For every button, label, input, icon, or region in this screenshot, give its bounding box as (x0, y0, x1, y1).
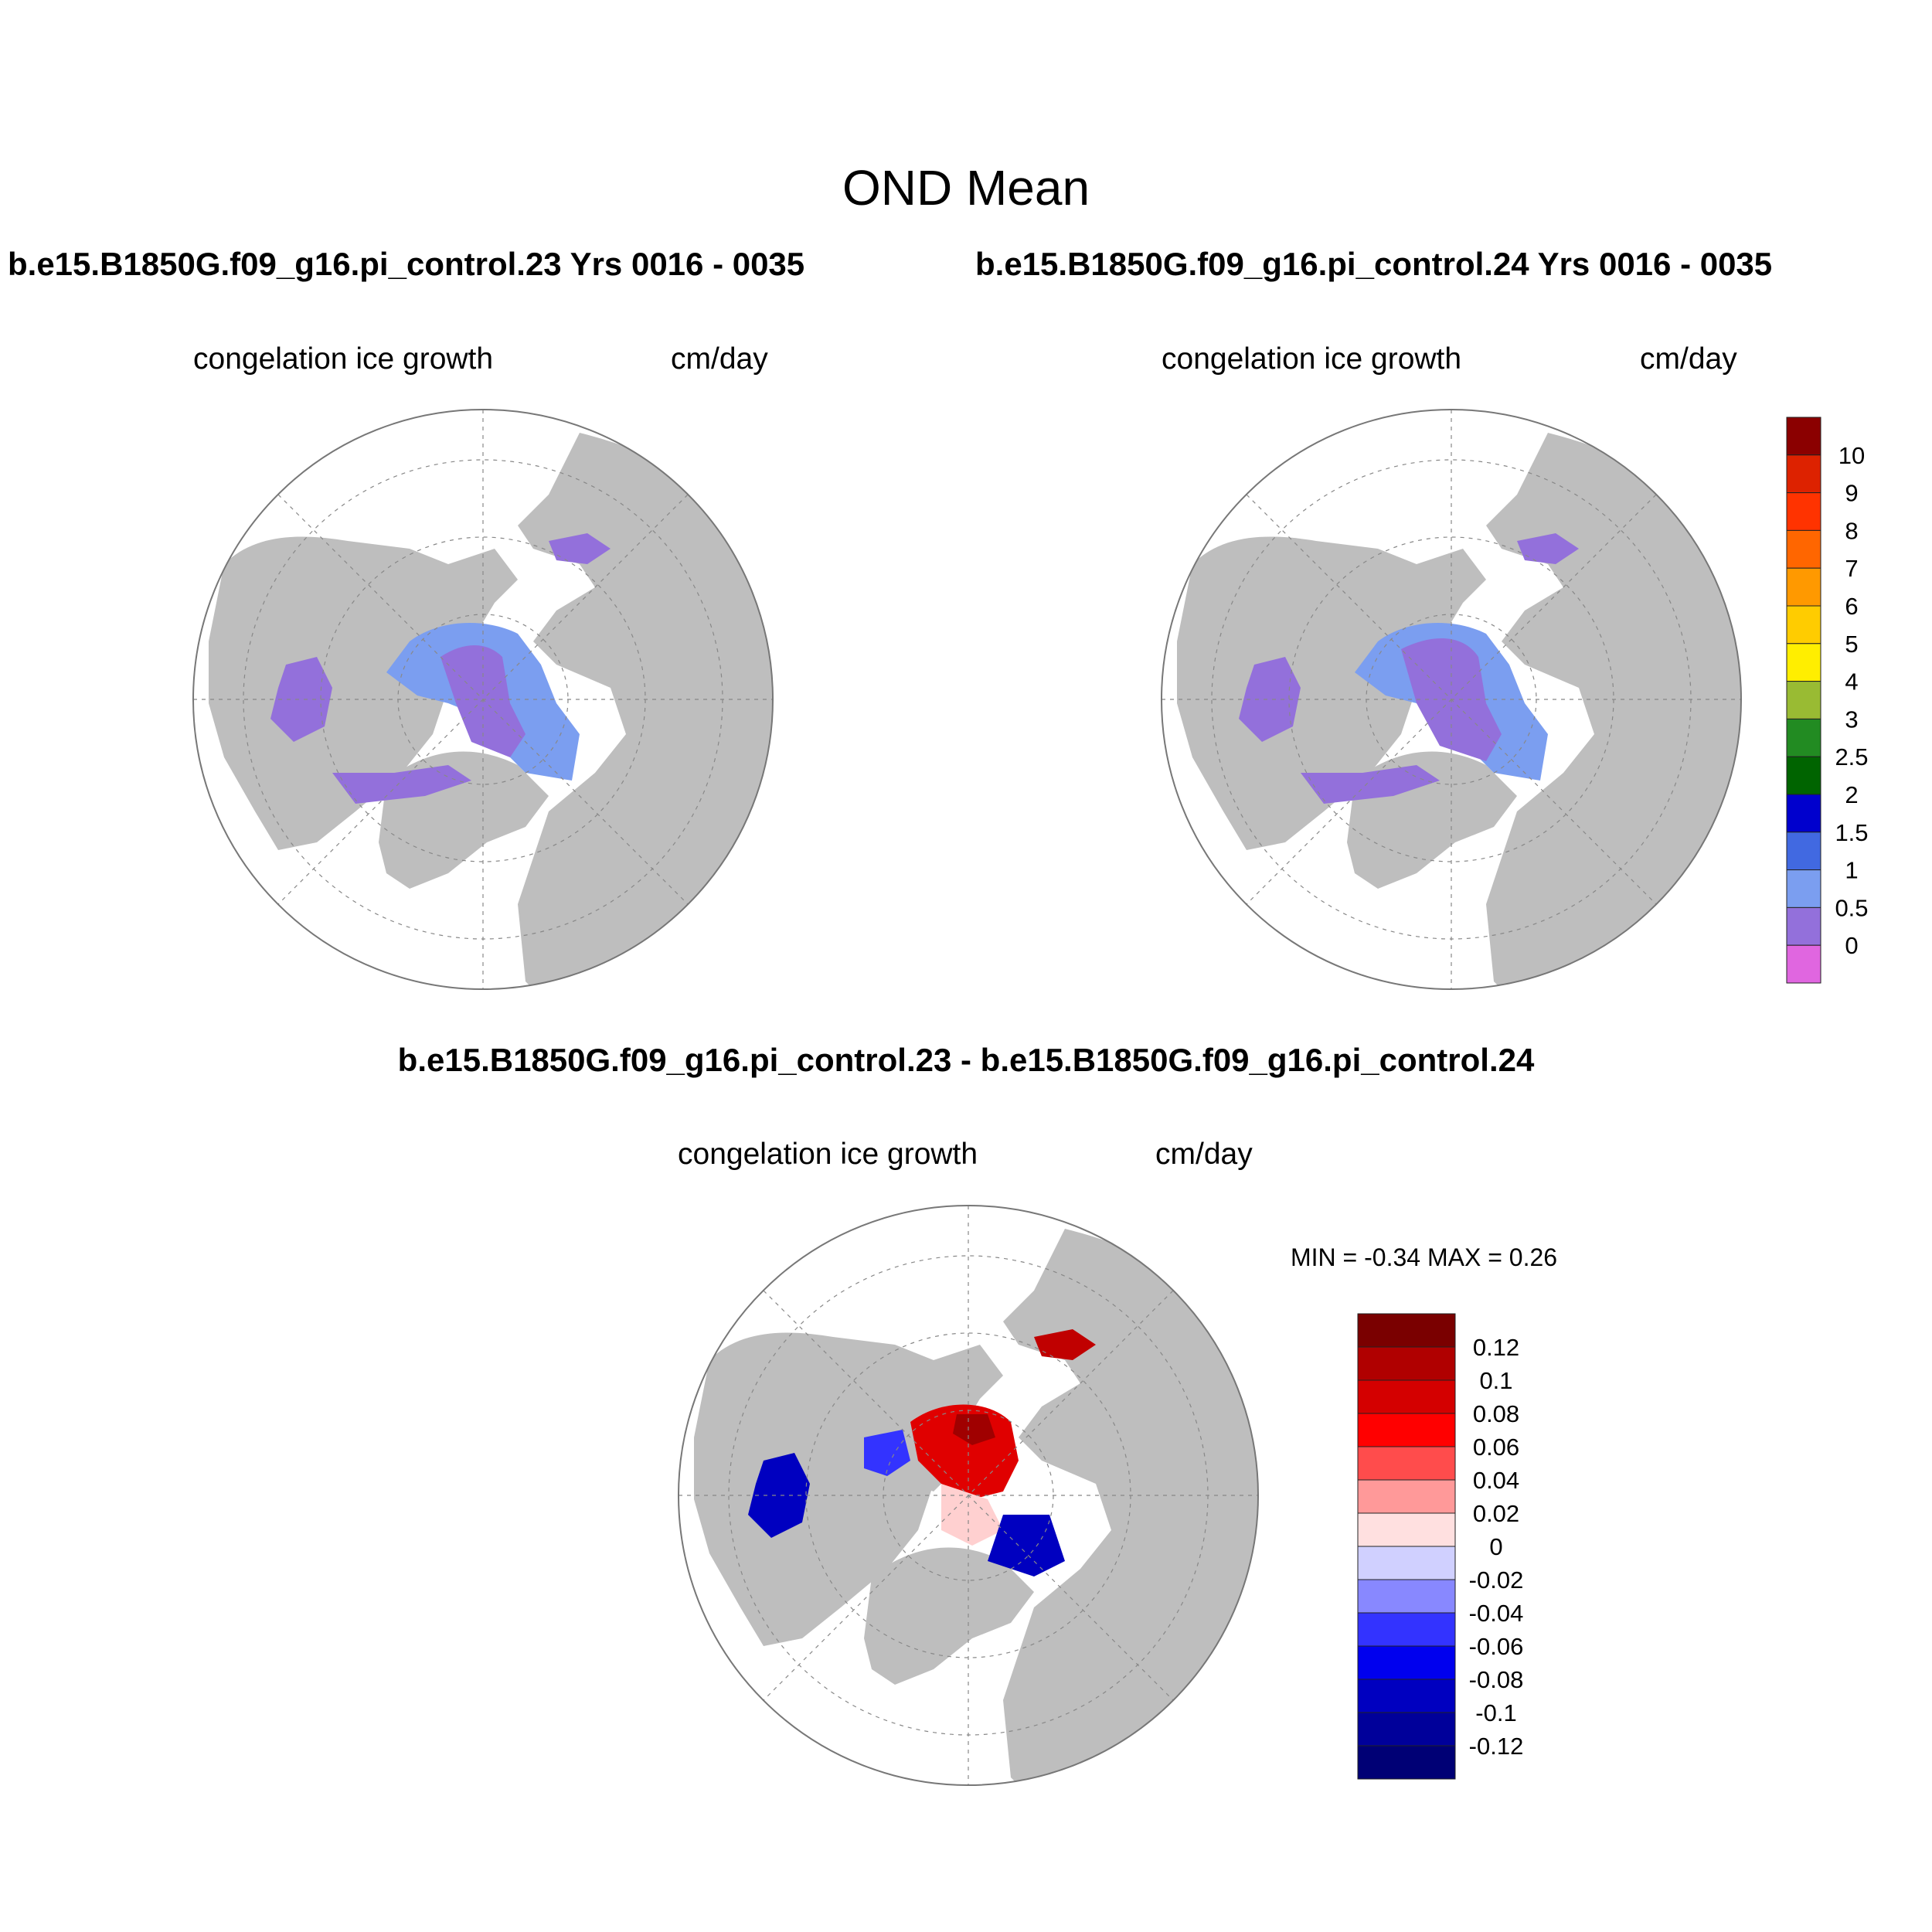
diff-negative-hudson (748, 1453, 810, 1538)
ice-growth-baffin (1301, 765, 1440, 804)
colorbar-abs-swatch (1786, 944, 1821, 984)
ice-growth-baffin (332, 765, 471, 804)
colorbar-abs-label: 0.5 (1835, 894, 1868, 921)
colorbar-diff-swatch (1357, 1546, 1456, 1580)
colorbar-abs-swatch (1786, 492, 1821, 531)
diff-title: b.e15.B1850G.f09_g16.pi_control.23 - b.e… (397, 1042, 1535, 1078)
colorbar-abs-swatch (1786, 417, 1821, 456)
colorbar-abs-swatch (1786, 794, 1821, 833)
colorbar-diff-swatch (1357, 1379, 1456, 1414)
colorbar-abs-swatch (1786, 454, 1821, 494)
map-boundary (1161, 409, 1742, 990)
colorbar-diff-label: 0.02 (1473, 1500, 1519, 1527)
graticule (193, 410, 773, 989)
diff-positive-okhotsk (1034, 1329, 1096, 1360)
colorbar-abs-swatch (1786, 906, 1821, 946)
panel2-units-label: cm/day (1640, 342, 1737, 376)
colorbar-abs-label: 10 (1838, 442, 1865, 469)
colorbar-diff-label: 0.04 (1473, 1467, 1519, 1494)
colorbar-diff-swatch (1357, 1413, 1456, 1447)
colorbar-abs-swatch (1786, 756, 1821, 795)
colorbar-diff-swatch (1357, 1612, 1456, 1647)
colorbar-abs-swatch (1786, 567, 1821, 607)
colorbar-abs-swatch (1786, 681, 1821, 719)
case-title-left: b.e15.B1850G.f09_g16.pi_control.23 Yrs 0… (8, 246, 805, 282)
colorbar-diff-label: 0.08 (1473, 1400, 1519, 1427)
colorbar-diff-label: 0.06 (1473, 1434, 1519, 1461)
colorbar-diff-swatch (1357, 1679, 1456, 1713)
colorbar-diff-label: -0.04 (1469, 1600, 1524, 1627)
colorbar-abs-swatch (1786, 605, 1821, 645)
map-boundary (678, 1205, 1259, 1786)
colorbar-abs-label: 5 (1845, 631, 1858, 658)
colorbar-diff-label: 0.12 (1473, 1334, 1519, 1361)
panel1-variable-label: congelation ice growth (193, 342, 494, 376)
ice-growth-okhotsk (1517, 533, 1579, 564)
colorbar-diff-swatch (1357, 1712, 1456, 1747)
colorbar-diff-label: -0.02 (1469, 1566, 1524, 1594)
colorbar-absolute: 10 9 8 7 6 5 4 3 2.5 2 1.5 1 0.5 0 (1786, 417, 1869, 984)
ice-growth-hudson-bay (270, 657, 332, 742)
colorbar-abs-swatch (1786, 643, 1821, 682)
graticule (679, 1206, 1258, 1785)
map-boundary (192, 409, 774, 990)
colorbar-diff-swatch (1357, 1745, 1456, 1780)
colorbar-abs-label: 3 (1845, 706, 1858, 733)
colorbar-diff-label: -0.12 (1469, 1733, 1524, 1760)
colorbar-abs-swatch (1786, 832, 1821, 871)
colorbar-diff-swatch (1357, 1645, 1456, 1680)
polar-map-case24 (1161, 409, 1742, 990)
colorbar-diff-swatch (1357, 1579, 1456, 1614)
colorbar-diff-label: -0.08 (1469, 1666, 1524, 1693)
colorbar-abs-label: 9 (1845, 480, 1858, 507)
colorbar-abs-label: 1 (1845, 857, 1858, 884)
colorbar-abs-label: 0 (1845, 932, 1858, 959)
colorbar-abs-swatch (1786, 718, 1821, 757)
ice-growth-okhotsk (549, 533, 611, 564)
colorbar-diff-label: 0.1 (1479, 1367, 1512, 1394)
colorbar-abs-label: 4 (1845, 668, 1858, 696)
colorbar-abs-swatch (1786, 869, 1821, 908)
diff-positive-core (953, 1414, 995, 1445)
graticule (1162, 410, 1741, 989)
colorbar-diff-swatch (1357, 1313, 1456, 1348)
land-mass (694, 1229, 1258, 1785)
case-title-right: b.e15.B1850G.f09_g16.pi_control.24 Yrs 0… (975, 246, 1773, 282)
colorbar-abs-swatch (1786, 529, 1821, 569)
ice-growth-hudson-bay (1239, 657, 1301, 742)
main-title: OND Mean (842, 160, 1090, 216)
polar-map-case23 (192, 409, 774, 990)
colorbar-difference: 0.12 0.1 0.08 0.06 0.04 0.02 0 -0.02 -0.04 -0.06 -… (1357, 1313, 1524, 1780)
colorbar-diff-swatch (1357, 1479, 1456, 1514)
panel2-variable-label: congelation ice growth (1162, 342, 1462, 376)
colorbar-abs-label: 2 (1845, 781, 1858, 808)
diff-variable-label: congelation ice growth (678, 1138, 978, 1171)
min-max-label: MIN = -0.34 MAX = 0.26 (1291, 1243, 1558, 1271)
colorbar-diff-swatch (1357, 1512, 1456, 1547)
colorbar-diff-swatch (1357, 1446, 1456, 1481)
diff-negative-margin (864, 1430, 910, 1476)
colorbar-abs-label: 1.5 (1835, 819, 1868, 846)
diff-weak-region (941, 1484, 1003, 1546)
colorbar-diff-label: -0.1 (1475, 1699, 1516, 1726)
polar-map-difference (678, 1205, 1259, 1786)
colorbar-abs-label: 8 (1845, 517, 1858, 544)
colorbar-diff-label: 0 (1489, 1533, 1502, 1560)
colorbar-diff-swatch (1357, 1346, 1456, 1381)
panel1-units-label: cm/day (671, 342, 768, 376)
colorbar-diff-label: -0.06 (1469, 1633, 1524, 1660)
colorbar-abs-label: 2.5 (1835, 743, 1868, 770)
colorbar-abs-label: 7 (1845, 555, 1858, 582)
colorbar-abs-label: 6 (1845, 593, 1858, 620)
diff-units-label: cm/day (1155, 1138, 1253, 1171)
